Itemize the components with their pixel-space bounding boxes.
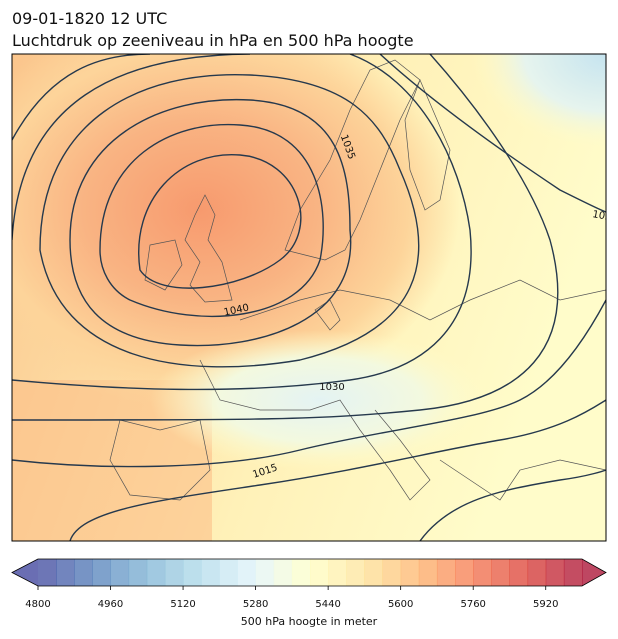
colorbar-band: [491, 559, 510, 586]
colorbar-band: [146, 559, 166, 586]
colorbar-band: [183, 559, 202, 586]
colorbar-outline: [11, 558, 607, 587]
map-frame: [11, 53, 607, 542]
colorbar-band: [328, 559, 347, 586]
colorbar-band: [92, 559, 112, 586]
colorbar-band: [128, 559, 148, 586]
colorbar-band: [291, 559, 311, 586]
colorbar-tick-label: 5120: [170, 599, 195, 610]
colorbar-band: [74, 559, 93, 586]
colorbar-band: [436, 559, 456, 586]
colorbar-tick-label: 5280: [243, 599, 268, 610]
colorbar-band: [56, 559, 75, 586]
colorbar-band: [527, 559, 547, 586]
title: 09-01-1820 12 UTC: [12, 9, 167, 28]
colorbar-band: [201, 559, 220, 586]
colorbar-tick-label: 5760: [460, 599, 485, 610]
map: 1035 1040 1030 1015 1025: [12, 54, 618, 541]
colorbar-band: [509, 559, 529, 586]
contour-label: 1040: [223, 303, 250, 319]
colorbar-band: [563, 559, 583, 586]
colorbar-band: [273, 559, 293, 586]
colorbar-band: [346, 559, 365, 586]
colorbar-label: 500 hPa hoogte in meter: [241, 615, 378, 628]
colorbar-band: [400, 559, 420, 586]
colorbar-band: [473, 559, 492, 586]
colorbar-tick-label: 4960: [98, 599, 123, 610]
colorbar-band: [255, 559, 275, 586]
colorbar-extend-high: [582, 559, 606, 586]
colorbar-band: [219, 559, 238, 586]
colorbar-band: [164, 559, 184, 586]
colorbar-band: [110, 559, 130, 586]
colorbar-extend-low: [12, 559, 38, 586]
colorbar-tick-label: 5920: [533, 599, 558, 610]
colorbar-band: [545, 559, 565, 586]
contour-label: 1030: [319, 382, 344, 393]
colorbar-band: [382, 559, 402, 586]
colorbar: 4800 4960 5120 5280 5440 5600 5760 5920: [11, 558, 607, 610]
subtitle: Luchtdruk op zeeniveau in hPa en 500 hPa…: [12, 31, 414, 50]
colorbar-tick-label: 4800: [25, 599, 50, 610]
colorbar-band: [455, 559, 474, 586]
colorbar-band: [418, 559, 438, 586]
contour-label: 1025: [591, 209, 618, 224]
colorbar-tick-label: 5600: [388, 599, 413, 610]
colorbar-band: [38, 559, 57, 586]
colorbar-band: [364, 559, 384, 586]
colorbar-tick-label: 5440: [315, 599, 340, 610]
colorbar-band: [237, 559, 257, 586]
colorbar-band: [310, 559, 329, 586]
